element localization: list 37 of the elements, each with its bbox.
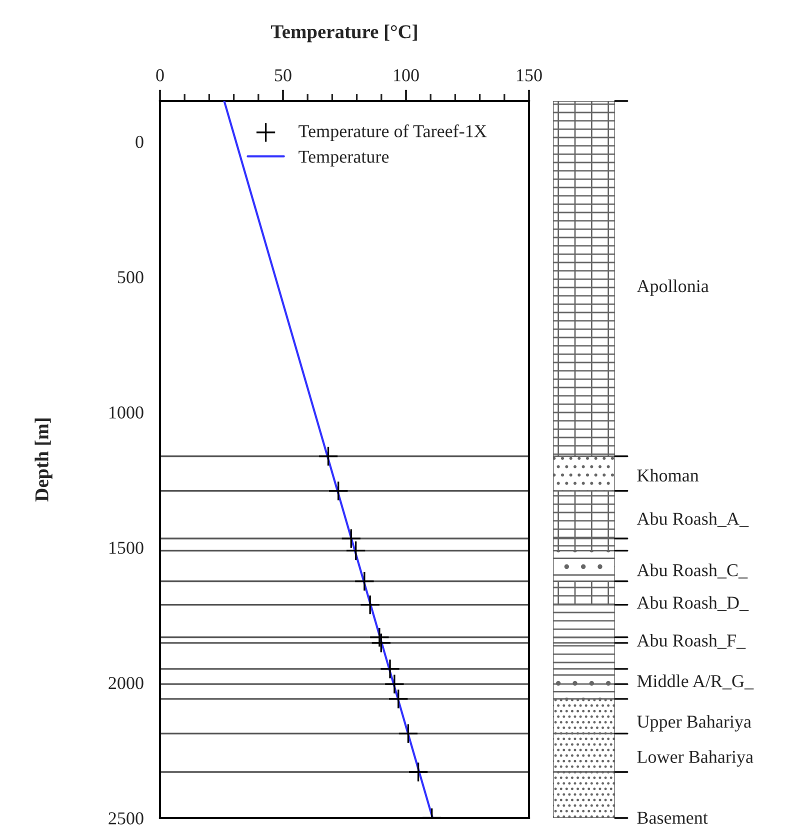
text: Abu Roash_D_ xyxy=(636,596,749,611)
text: Middle A/R_G_ xyxy=(637,674,754,690)
point xyxy=(388,688,409,710)
x-tick-label: 0 xyxy=(156,69,164,82)
y-tick-label: 2500 xyxy=(108,812,144,824)
y-tick-label: 500 xyxy=(118,271,144,284)
y-tick-label: 2000 xyxy=(108,676,144,690)
x-tick-label: 100 xyxy=(394,69,419,82)
point xyxy=(384,674,405,694)
point xyxy=(354,571,375,592)
text: Basement xyxy=(637,812,708,824)
text: Khoman xyxy=(637,468,699,482)
point xyxy=(346,540,366,561)
text: Lower Bahariya xyxy=(637,750,754,767)
point xyxy=(318,446,338,466)
x-tick-label: 150 xyxy=(517,69,542,82)
x-tick-label: 50 xyxy=(275,69,292,82)
y-axis-title: Depth [m] xyxy=(34,418,52,502)
legend-label: Temperature xyxy=(298,150,389,166)
point xyxy=(380,658,400,680)
point xyxy=(408,762,428,782)
y-tick-label: 1000 xyxy=(110,406,144,419)
text: Apollonia xyxy=(636,280,709,296)
text: Abu Roash_A_ xyxy=(636,512,749,528)
point xyxy=(371,632,392,654)
point xyxy=(369,627,390,648)
point xyxy=(398,723,418,744)
text: Upper Bahariya xyxy=(637,715,752,732)
point xyxy=(340,528,362,549)
point xyxy=(328,480,348,502)
text: Abu Roash_C_ xyxy=(636,564,748,578)
x-axis-title: Temperature [°C] xyxy=(270,24,417,42)
y-tick-label: 0 xyxy=(136,136,144,148)
point xyxy=(360,594,380,615)
text: Abu Roash_F_ xyxy=(636,634,746,649)
legend-label: Temperature of Tareef-1X xyxy=(298,124,487,141)
y-tick-label: 1500 xyxy=(110,542,144,554)
